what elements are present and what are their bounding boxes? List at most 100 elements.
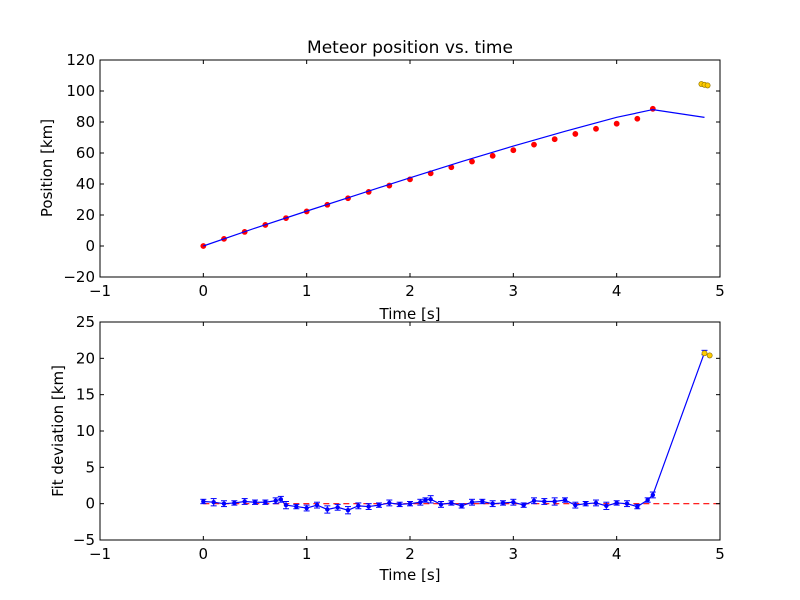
y-tick-label: 100 — [66, 82, 95, 100]
x-tick-label: 1 — [302, 282, 312, 300]
deviation-data-layer — [200, 349, 720, 515]
data-point — [428, 497, 433, 502]
data-point — [201, 499, 206, 504]
data-point — [531, 498, 537, 503]
data-point — [704, 82, 711, 89]
data-point — [593, 125, 599, 132]
data-point — [650, 492, 656, 498]
data-point — [278, 497, 284, 502]
data-point — [263, 500, 268, 505]
data-point — [283, 502, 289, 508]
data-point — [449, 500, 454, 506]
data-point — [701, 350, 708, 357]
data-point — [613, 120, 620, 127]
data-point — [645, 497, 650, 503]
data-point — [345, 508, 351, 513]
data-point — [551, 136, 558, 143]
x-tick-label: 5 — [715, 545, 725, 563]
x-tick-label: −1 — [89, 545, 111, 563]
data-point — [304, 505, 309, 511]
y-tick-label: 25 — [76, 313, 95, 331]
deviation-plot: −1 0 1 2 3 4 5 −5 0 5 10 15 20 25 Time [s] Fit deviat… — [49, 313, 725, 584]
data-point — [489, 152, 496, 159]
data-point — [706, 352, 713, 359]
data-point — [232, 500, 237, 506]
x-tick-label: 4 — [612, 545, 622, 563]
data-point — [459, 503, 464, 509]
x-axis-label: Time [s] — [379, 566, 441, 584]
data-point — [572, 131, 579, 137]
x-axis-label: Time [s] — [379, 305, 441, 323]
y-tick-label: −5 — [73, 531, 95, 549]
data-point — [480, 499, 485, 504]
data-point — [423, 497, 428, 503]
data-point — [635, 504, 640, 509]
x-tick-label: 2 — [405, 282, 415, 300]
data-point — [510, 147, 517, 154]
data-point — [593, 500, 599, 506]
data-point — [500, 500, 506, 506]
deviation-axis-ticks: −1 0 1 2 3 4 5 −5 0 5 10 15 20 25 — [73, 313, 725, 563]
position-data-layer — [200, 81, 711, 249]
x-tick-label: 3 — [509, 282, 519, 300]
data-point — [325, 507, 330, 512]
data-point — [531, 141, 537, 148]
data-point — [542, 499, 547, 504]
chart-title: Meteor position vs. time — [307, 38, 513, 58]
y-tick-label: 60 — [76, 144, 95, 162]
x-tick-label: 1 — [302, 545, 312, 563]
x-tick-label: −1 — [89, 282, 111, 300]
x-tick-label: 3 — [509, 545, 519, 563]
data-point — [366, 504, 371, 509]
data-point — [376, 502, 382, 508]
data-point — [469, 500, 475, 505]
y-axis-label: Position [km] — [38, 119, 56, 217]
y-tick-label: 80 — [76, 113, 95, 131]
x-tick-label: 4 — [612, 282, 622, 300]
data-point — [624, 501, 630, 506]
fit-line — [203, 108, 705, 247]
data-point — [614, 500, 619, 506]
data-point — [252, 500, 258, 505]
data-point — [562, 497, 568, 503]
y-tick-label: 40 — [76, 175, 95, 193]
data-point — [211, 500, 216, 505]
data-point — [511, 500, 516, 505]
data-point — [397, 502, 402, 507]
data-point — [649, 105, 656, 112]
data-point — [387, 500, 392, 506]
x-tick-label: 0 — [199, 282, 209, 300]
y-tick-label: 20 — [76, 206, 95, 224]
position-axis-ticks: −1 0 1 2 3 4 5 −20 0 20 40 60 80 100 120 — [63, 51, 724, 300]
data-point — [604, 503, 609, 509]
data-point — [573, 502, 578, 508]
data-point — [356, 503, 361, 509]
data-point — [521, 502, 526, 508]
data-point — [418, 500, 423, 505]
data-point — [335, 505, 340, 510]
data-point — [314, 502, 320, 508]
data-point — [221, 501, 227, 506]
data-point — [438, 502, 444, 507]
y-axis-label: Fit deviation [km] — [49, 365, 67, 497]
y-tick-label: 20 — [76, 349, 95, 367]
data-point — [273, 498, 278, 503]
data-point — [634, 115, 641, 122]
x-tick-label: 2 — [405, 545, 415, 563]
position-plot: Meteor position vs. time −1 0 1 2 3 4 5 −20 0 20 4… — [38, 38, 725, 323]
y-tick-label: 120 — [66, 51, 95, 69]
y-tick-label: 5 — [85, 458, 95, 476]
y-tick-label: −20 — [63, 268, 95, 286]
y-tick-label: 0 — [85, 495, 95, 513]
data-point — [407, 501, 413, 506]
data-point — [242, 499, 247, 504]
data-point — [469, 158, 475, 165]
x-tick-label: 5 — [715, 282, 725, 300]
x-tick-label: 0 — [199, 545, 209, 563]
data-point — [294, 504, 299, 509]
data-point — [490, 501, 495, 506]
data-point — [552, 499, 557, 504]
y-tick-label: 15 — [76, 386, 95, 404]
